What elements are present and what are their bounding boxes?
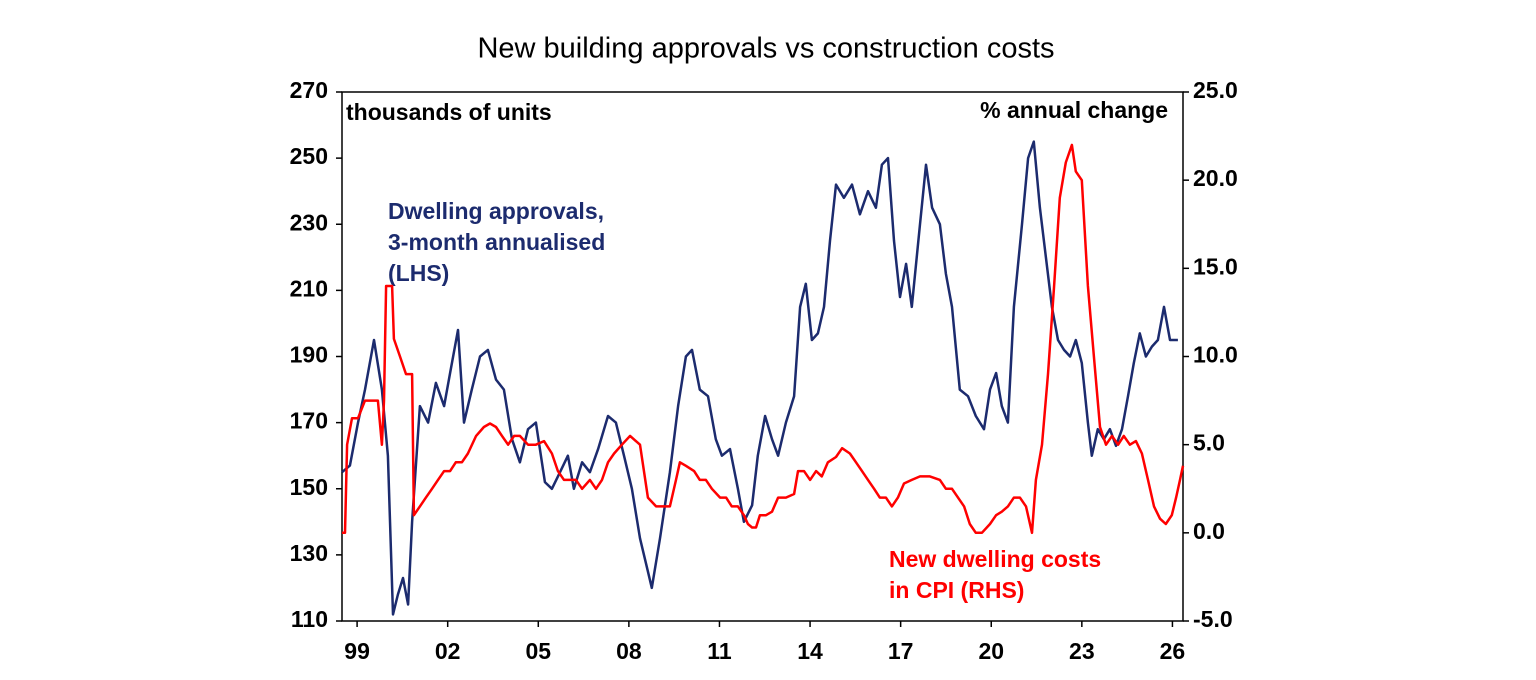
x-tick-label: 26 [1160,638,1186,664]
y-axis-label: thousands of units [346,99,552,125]
series-line [342,143,1185,535]
x-tick-label: 23 [1069,638,1095,664]
x-tick-label: 11 [707,638,732,664]
y-tick-label: 250 [290,143,328,169]
y-tick-label: 130 [290,540,328,566]
x-tick-label: 05 [525,638,551,664]
x-tick-label: 08 [616,638,642,664]
x-tick-label: 02 [435,638,461,664]
y2-tick-label: 25.0 [1193,77,1238,103]
y2-axis-label: % annual change [980,97,1168,123]
series-label: Dwelling approvals, [388,198,604,224]
y-tick-label: 170 [290,408,328,434]
y-tick-label: 190 [290,342,328,368]
x-tick-label: 99 [344,638,370,664]
series-line [341,140,1178,616]
y-tick-label: 210 [290,275,328,301]
x-tick-label: 17 [888,638,914,664]
series-label: 3-month annualised [388,229,605,255]
y2-tick-label: -5.0 [1193,606,1233,632]
y-tick-label: 110 [291,606,328,632]
series-label: (LHS) [388,260,449,286]
chart-title: New building approvals vs construction c… [477,33,1054,65]
y-tick-label: 270 [290,77,328,103]
x-tick-label: 20 [978,638,1004,664]
y-tick-label: 150 [290,474,328,500]
y2-tick-label: 15.0 [1193,253,1238,279]
y2-tick-label: 0.0 [1193,518,1225,544]
series-label: in CPI (RHS) [889,577,1024,603]
y2-tick-label: 5.0 [1193,430,1225,456]
series-label: New dwelling costs [889,546,1101,572]
y2-tick-label: 20.0 [1193,165,1238,191]
y2-tick-label: 10.0 [1193,342,1238,368]
x-tick-label: 14 [797,638,823,664]
y-tick-label: 230 [290,209,328,235]
